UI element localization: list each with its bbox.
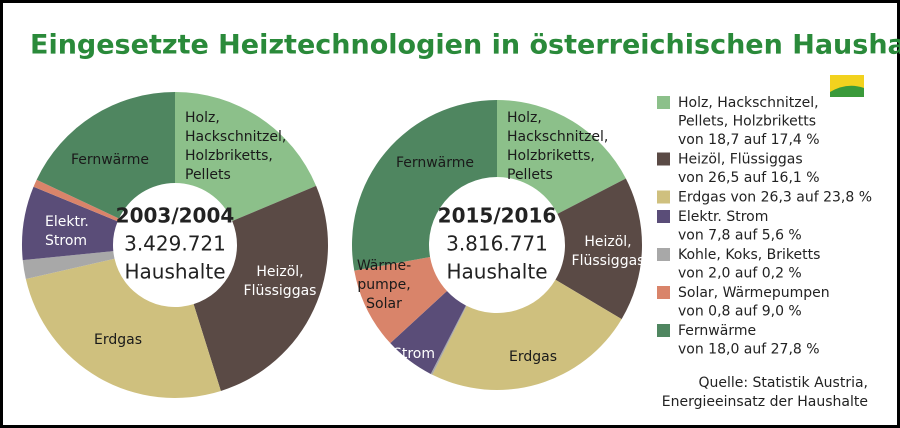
legend-swatch [657,286,670,299]
source: Quelle: Statistik Austria, [698,375,868,391]
donut-slice [497,100,626,214]
legend-swatch [657,96,670,109]
legend-label: von 26,5 auf 16,1 % [678,170,820,186]
legend-label: Erdgas von 26,3 auf 23,8 % [678,190,872,206]
donut-slice [22,251,115,280]
donut-slice [193,185,328,391]
donut-slice [432,279,622,390]
donut-slice [175,92,317,222]
slice-label: Holz, [507,110,542,126]
slice-label: Pellets [507,167,553,183]
slice-label: pumpe, [357,277,410,293]
slice-label: Erdgas [509,349,557,365]
legend-label: Holz, Hackschnitzel, [678,95,819,111]
slice-label: Heizöl, [584,234,631,250]
legend-label: Kohle, Koks, Briketts [678,247,820,263]
slice-label: Wärme- [357,258,411,274]
donut-slice [352,100,497,271]
logo [830,75,864,97]
slice-label: Heizöl, [256,264,303,280]
legend-label: Pellets, Holzbriketts [678,114,816,130]
slice-label: Elektr. [45,214,89,230]
slice-label: Holzbriketts, [185,148,273,164]
legend-label: von 0,8 auf 9,0 % [678,304,802,320]
slice-label: Pellets [185,167,231,183]
donut-slice [36,91,176,219]
legend-label: Elektr. Strom [678,209,768,225]
slice-label: Erdgas [94,332,142,348]
slice-label: Flüssiggas [572,253,645,269]
donut-slice [555,178,642,320]
center-label: 3.429.721 [124,232,226,256]
legend-label: Heizöl, Flüssiggas [678,152,803,168]
center-label: Haushalte [124,260,225,284]
slice-label: Strom [45,233,87,249]
donut-slice [25,258,221,399]
center-label: Haushalte [446,260,547,284]
donut-slice [33,179,119,222]
legend-label: von 18,7 auf 17,4 % [678,132,820,148]
center-label: 3.816.771 [446,232,548,256]
center-label: 2003/2004 [116,204,235,228]
donut-slice [354,257,447,344]
legend-swatch [657,190,670,204]
center-label: 2015/2016 [438,204,557,228]
donut-slice [430,305,467,375]
donut-slice [390,291,466,374]
legend-swatch [657,210,670,223]
slice-label: Fernwärme [396,155,474,171]
legend-label: Solar, Wärmepumpen [678,285,830,301]
slice-label: Hackschnitzel, [185,129,286,145]
slice-label: Solar [366,296,402,312]
chart-title: Eingesetzte Heiztechnologien in österrei… [30,30,900,61]
legend-label: von 7,8 auf 5,6 % [678,228,802,244]
donut-slice [22,186,118,261]
slice-label: Strom [393,346,435,362]
legend-label: von 2,0 auf 0,2 % [678,266,802,282]
legend-label: Fernwärme [678,323,756,339]
legend-label: von 18,0 auf 27,8 % [678,342,820,358]
legend-swatch [657,324,670,337]
source: Energieeinsatz der Haushalte [662,394,868,410]
slice-label: Hackschnitzel, [507,129,608,145]
slice-label: Fernwärme [71,152,149,168]
legend-swatch [657,152,670,166]
slice-label: Holz, [185,110,220,126]
legend-swatch [657,248,670,261]
slice-label: Holzbriketts, [507,148,595,164]
slice-label: Flüssiggas [244,283,317,299]
